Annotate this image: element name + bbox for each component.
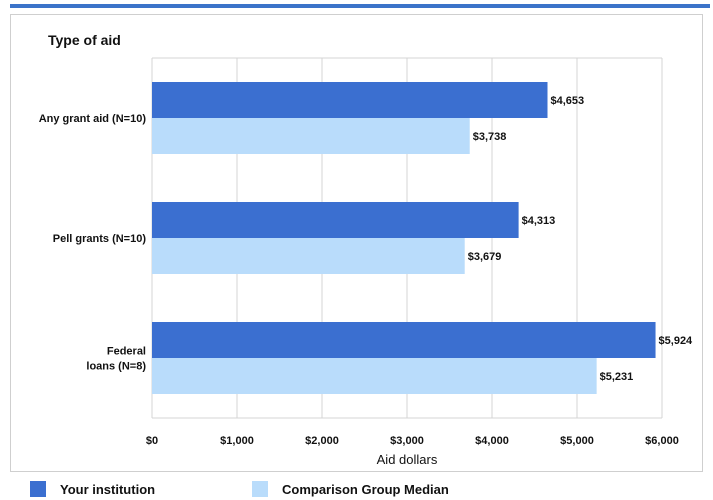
bar-s0-c2 [152,322,656,358]
legend-swatch-comparison-group [252,481,268,497]
legend-label-your-institution: Your institution [60,481,156,497]
x-tick-label-2: $2,000 [305,435,339,447]
bar-s0-c1 [152,202,519,238]
data-label-s1-c0: $3,738 [473,131,507,143]
data-label-s0-c0: $4,653 [551,95,585,107]
x-tick-label-6: $6,000 [645,435,679,447]
x-tick-label-4: $4,000 [475,435,509,447]
legend: Your institution Comparison Group Median [30,481,710,499]
data-label-s0-c1: $4,313 [522,215,556,227]
category-label-2: Federal loans (N=8) [86,346,146,373]
category-label-1: Pell grants (N=10) [53,233,147,245]
data-label-s1-c2: $5,231 [600,371,634,383]
x-tick-label-1: $1,000 [220,435,254,447]
legend-item-comparison-group: Comparison Group Median [252,481,449,497]
data-label-s0-c2: $5,924 [659,335,694,347]
bar-s1-c2 [152,358,597,394]
data-label-s1-c1: $3,679 [468,251,502,263]
legend-item-your-institution: Your institution [30,481,155,497]
legend-swatch-your-institution [30,481,46,497]
bar-chart: $0 $1,000 $2,000 $3,000 $4,000 $5,000 $6,000 Ai… [39,57,694,467]
category-label-0: Any grant aid (N=10) [39,113,147,125]
y-axis-title: Type of aid [48,32,121,48]
x-tick-label-5: $5,000 [560,435,594,447]
bar-s1-c0 [152,118,470,154]
x-tick-label-0: $0 [146,435,158,447]
bar-s0-c0 [152,82,548,118]
bar-s1-c1 [152,238,465,274]
top-rule [10,4,710,8]
legend-label-comparison-group: Comparison Group Median [282,481,449,497]
x-tick-label-3: $3,000 [390,435,424,447]
x-axis-title: Aid dollars [377,452,438,467]
